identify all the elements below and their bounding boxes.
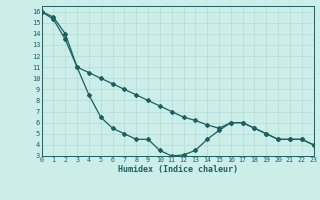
X-axis label: Humidex (Indice chaleur): Humidex (Indice chaleur) [118,165,237,174]
